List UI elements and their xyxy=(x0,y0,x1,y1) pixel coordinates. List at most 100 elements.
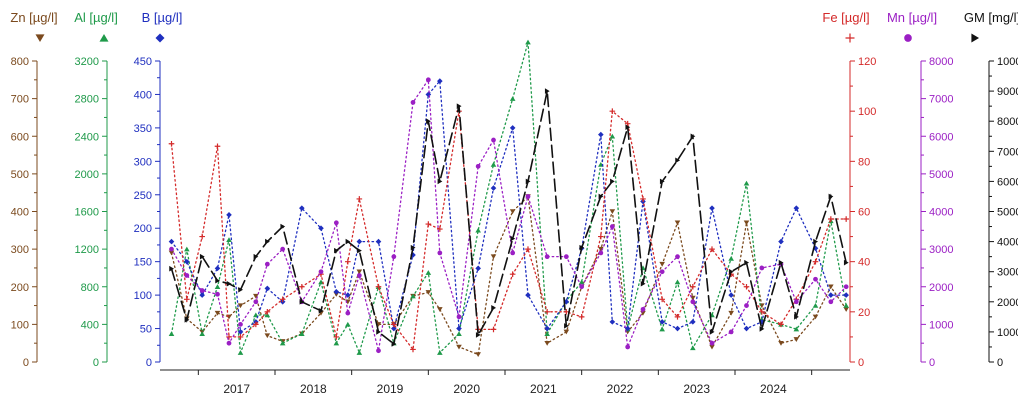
gm-data-point xyxy=(675,157,681,164)
mn-series-line xyxy=(170,77,847,351)
fe-data-point xyxy=(609,108,616,114)
zn-series-line xyxy=(170,195,847,356)
b-data-point xyxy=(709,205,715,211)
al-data-point xyxy=(456,331,462,337)
mn-data-point xyxy=(456,314,462,320)
gm-data-point xyxy=(169,265,175,272)
zn-data-point xyxy=(609,209,616,215)
b-data-point xyxy=(345,292,351,298)
gm-data-point xyxy=(659,178,665,185)
b-data-point xyxy=(812,245,819,252)
zn-data-point xyxy=(475,352,481,357)
gm-tick-label: 100000 xyxy=(997,56,1018,68)
mn-data-point xyxy=(659,269,665,275)
al-data-point xyxy=(199,331,205,337)
al-data-point xyxy=(356,350,363,355)
b-data-point xyxy=(828,292,834,298)
gm-data-point xyxy=(299,299,305,305)
gm-axis: 0 10000 20000 30000 40000 50000 60000 70000 8000… xyxy=(964,10,1018,369)
x-tick-label: 2021 xyxy=(530,382,557,396)
zn-data-point xyxy=(168,250,175,256)
mn-axis: 0 1000 2000 3000 4000 5000 6000 7000 8000 Mn [µg/… xyxy=(887,10,954,369)
mn-data-point xyxy=(345,310,351,316)
fe-data-point xyxy=(624,120,631,127)
mn-data-point xyxy=(793,299,799,305)
mn-tick-label: 1000 xyxy=(929,319,953,331)
b-data-point xyxy=(778,238,784,245)
gm-data-point xyxy=(280,223,286,230)
mn-data-point xyxy=(625,344,631,350)
b-data-point xyxy=(333,288,340,295)
gm-data-point xyxy=(226,280,232,287)
fe-data-point xyxy=(563,309,570,315)
b-data-point xyxy=(793,205,800,211)
x-tick-label: 2024 xyxy=(760,382,787,396)
gm-data-point xyxy=(510,235,516,242)
b-data-point xyxy=(690,319,696,325)
gm-tick-label: 40000 xyxy=(997,237,1018,249)
zn-data-point xyxy=(425,290,432,295)
fe-data-point xyxy=(843,216,849,222)
b-data-point xyxy=(743,325,750,332)
zn-data-point xyxy=(843,307,849,312)
gm-data-point xyxy=(564,323,569,329)
b-data-point xyxy=(184,258,190,265)
zn-data-point xyxy=(437,307,443,312)
al-data-point xyxy=(544,331,550,337)
fe-data-point xyxy=(425,221,432,227)
mn-data-point xyxy=(238,321,243,327)
al-tick-label: 0 xyxy=(93,357,99,369)
mn-tick-label: 4000 xyxy=(929,207,953,219)
al-data-point xyxy=(743,180,750,186)
fe-data-point xyxy=(345,258,351,265)
al-tick-label: 1200 xyxy=(75,244,99,256)
x-tick-label: 2019 xyxy=(377,382,404,396)
b-data-point xyxy=(659,319,665,325)
mn-tick-label: 6000 xyxy=(929,131,953,143)
gm-data-point xyxy=(598,193,604,200)
b-tick-label: 250 xyxy=(134,190,152,202)
al-data-point xyxy=(578,279,585,285)
mn-data-point xyxy=(437,250,443,256)
mn-data-point xyxy=(226,340,232,346)
gm-tick-label: 30000 xyxy=(997,267,1018,279)
mn-data-point xyxy=(356,273,362,278)
mn-data-point xyxy=(333,220,339,226)
mn-data-point xyxy=(264,261,270,267)
mn-tick-label: 8000 xyxy=(929,56,953,68)
al-data-point xyxy=(345,321,351,327)
b-data-point xyxy=(237,329,244,335)
gm-tick-label: 80000 xyxy=(997,116,1018,128)
al-tick-label: 400 xyxy=(81,319,99,331)
x-tick-label: 2017 xyxy=(223,382,250,396)
fe-data-point xyxy=(828,216,834,222)
mn-data-point xyxy=(579,284,585,290)
fe-data-point xyxy=(375,283,382,290)
b-data-point xyxy=(226,212,232,218)
zn-data-point xyxy=(709,344,715,350)
gm-data-point xyxy=(318,308,324,314)
fe-data-point xyxy=(812,258,819,265)
mn-tick-label: 0 xyxy=(929,357,935,369)
mn-data-point xyxy=(598,250,604,256)
gm-data-point xyxy=(610,178,615,185)
zn-data-point xyxy=(778,340,784,346)
fe-data-point xyxy=(356,196,363,202)
b-data-point xyxy=(509,125,516,131)
mn-data-point xyxy=(425,77,431,83)
x-axis: 2017 2018 2019 2020 2021 2022 2023 2024 xyxy=(160,369,850,396)
al-data-point xyxy=(299,331,305,337)
b-tick-label: 300 xyxy=(134,156,152,168)
mn-data-point xyxy=(675,254,680,260)
zn-data-point xyxy=(264,333,271,339)
fe-data-point xyxy=(214,143,221,150)
al-tick-label: 2400 xyxy=(75,131,99,143)
gm-data-point xyxy=(184,317,190,323)
gm-data-point xyxy=(640,280,646,287)
b-data-point xyxy=(437,78,443,84)
fe-tick-label: 100 xyxy=(858,106,876,118)
b-data-point xyxy=(475,265,481,272)
fe-data-point xyxy=(237,334,244,340)
gm-data-point xyxy=(265,238,270,245)
